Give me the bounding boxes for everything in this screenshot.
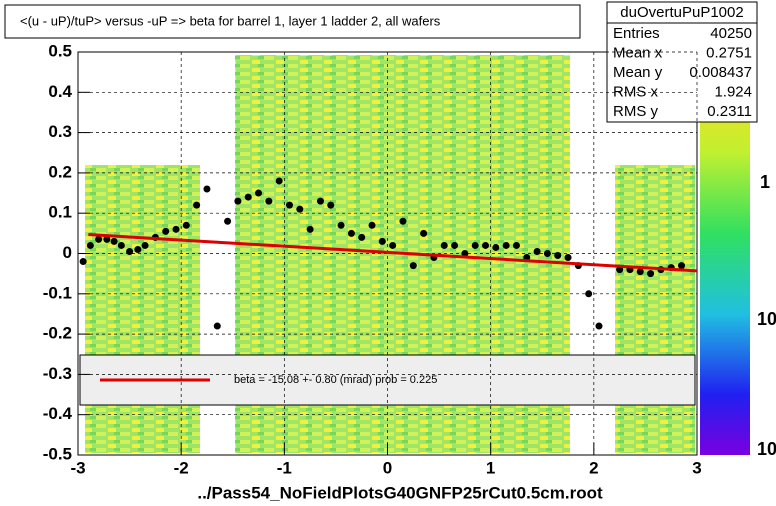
stats-label: RMS x [613,83,659,100]
y-tick-label: 0.1 [48,203,72,222]
stats-label: RMS y [613,103,659,120]
stats-label: Mean x [613,44,663,61]
y-tick-label: -0.5 [43,444,72,463]
x-tick-label: -3 [70,458,85,477]
profile-point [110,237,118,245]
x-tick-label: 0 [383,458,392,477]
profile-point [316,197,324,205]
profile-point [306,225,314,233]
stats-value: 1.924 [714,83,752,100]
profile-point [595,322,603,330]
profile-point [492,243,500,251]
profile-point [117,241,125,249]
stats-name: duOvertuPuP1002 [620,4,743,21]
y-tick-label: 0 [63,243,72,262]
profile-point [564,254,572,262]
profile-point [95,235,103,243]
stats-label: Mean y [613,64,663,81]
profile-point [213,322,221,330]
profile-point [347,229,355,237]
x-tick-label: 2 [589,458,598,477]
title-box [4,4,581,39]
chart-title: <(u - uP)/tuP> versus -uP => beta for ba… [20,13,441,28]
y-tick-label: 0.3 [48,122,72,141]
profile-point [368,221,376,229]
profile-point [451,241,459,249]
profile-point [327,201,335,209]
profile-point [399,217,407,225]
profile-point [440,241,448,249]
y-tick-label: -0.3 [43,364,72,383]
profile-point [471,241,479,249]
profile-point [647,270,655,278]
profile-point [86,241,94,249]
stats-label: Entries [613,25,660,42]
profile-point [134,245,142,253]
profile-point [162,227,170,235]
profile-point [389,241,397,249]
stats-value: 0.008437 [689,64,752,81]
colorbar-label: 10 [757,309,776,329]
profile-point [378,237,386,245]
profile-point [636,268,644,276]
profile-point [244,193,252,201]
profile-point [296,205,304,213]
stats-value: 0.2751 [706,44,752,61]
colorbar-label: 1 [760,172,770,192]
colorbar-label: 10 [757,439,776,459]
y-tick-label: -0.1 [43,283,72,302]
profile-point [585,290,593,298]
stats-value: 0.2311 [707,103,752,120]
profile-point [224,217,232,225]
profile-point [234,197,242,205]
profile-point [141,241,149,249]
x-tick-label: 3 [692,458,701,477]
profile-point [533,247,541,255]
y-tick-label: 0.5 [48,41,72,60]
x-axis-label: ../Pass54_NoFieldPlotsG40GNFP25rCut0.5cm… [197,483,603,502]
profile-point [616,266,624,274]
profile-point [255,189,263,197]
y-tick-label: 0.2 [48,162,72,181]
profile-point [482,241,490,249]
profile-point [172,225,180,233]
profile-point [203,185,211,193]
profile-point [358,233,366,241]
profile-point [285,201,293,209]
profile-point [678,262,686,270]
profile-point [420,229,428,237]
profile-point [182,221,190,229]
profile-point [275,177,283,185]
stats-value: 40250 [710,25,752,42]
y-tick-label: -0.2 [43,324,72,343]
x-tick-label: -2 [174,458,189,477]
x-tick-label: -1 [277,458,292,477]
profile-point [337,221,345,229]
profile-point [409,262,417,270]
profile-point [126,247,134,255]
y-tick-label: -0.4 [43,404,73,423]
x-tick-label: 1 [486,458,495,477]
profile-point [461,250,469,257]
fit-line [88,233,698,273]
profile-point [554,252,562,260]
profile-point [543,250,551,257]
profile-point [502,241,510,249]
profile-point [103,235,111,243]
stats-box [606,1,758,123]
profile-point [512,241,520,249]
profile-point [265,197,273,205]
legend-text: beta = -15.08 +- 0.80 (mrad) prob = 0.22… [234,374,437,386]
y-tick-label: 0.4 [48,82,72,101]
profile-point [79,258,87,266]
profile-point [193,201,201,209]
